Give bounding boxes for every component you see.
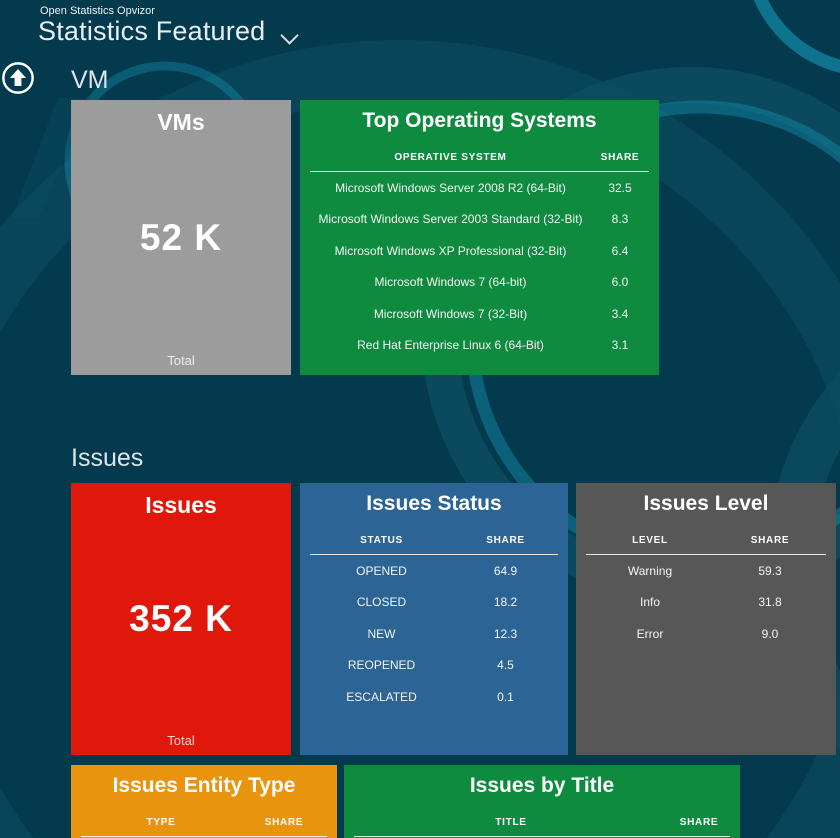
cell-name: Warning [627,563,673,578]
tile-title: Issues Level [643,492,769,515]
cell-name: Microsoft Windows 7 (32-Bit) [373,306,528,321]
cell-share: 9.0 [761,626,779,641]
tile-vms-total[interactable]: VMs 52 K Total [71,100,291,375]
tile-title: Issues [145,492,217,518]
column-header: SHARE [679,817,719,828]
cell-share: 4.5 [497,658,514,673]
table-header: STATUS SHARE [310,529,558,555]
column-header: SHARE [264,817,304,828]
cell-name: Info [639,595,660,610]
cell-name: NEW [367,626,396,641]
tile-issues-entity-type[interactable]: Issues Entity Type TYPE SHARE [71,765,337,838]
table-row: Warning 59.3 [586,555,826,587]
table-header: TYPE SHARE [81,811,327,837]
cell-share: 8.3 [611,212,629,227]
table-header: LEVEL SHARE [586,529,826,555]
page-title-row: Statistics Featured [38,16,300,47]
tile-issues-status[interactable]: Issues Status STATUS SHARE OPENED 64.9 C… [300,483,568,755]
table-header: TITLE SHARE [354,811,730,837]
section-vm-label: VM [71,66,109,94]
cell-name: Microsoft Windows Server 2008 R2 (64-Bit… [335,180,566,195]
cell-name: ESCALATED [346,689,417,704]
cell-share: 3.4 [611,306,629,321]
arrow-up-circle-icon [2,62,34,94]
status-table: STATUS SHARE OPENED 64.9 CLOSED 18.2 NEW… [310,529,558,713]
chevron-down-icon[interactable] [280,26,300,45]
table-row: Microsoft Windows Server 2008 R2 (64-Bit… [310,172,649,204]
column-header: TYPE [146,817,176,828]
cell-share: 64.9 [493,563,518,578]
table-row: ESCALATED 0.1 [310,681,558,713]
os-table: OPERATIVE SYSTEM SHARE Microsoft Windows… [310,146,649,361]
tile-value: 52 K [139,216,223,258]
tile-issues-total[interactable]: Issues 352 K Total [71,483,291,755]
app-label: Open Statistics Opvizor [40,5,155,17]
table-row: Microsoft Windows XP Professional (32-Bi… [310,235,649,267]
tile-issues-level[interactable]: Issues Level LEVEL SHARE Warning 59.3 In… [576,483,836,755]
table-row: OPENED 64.9 [310,555,558,587]
cell-name: CLOSED [356,595,407,610]
column-header: LEVEL [632,535,668,546]
scroll-top-button[interactable] [1,61,35,95]
cell-share: 32.5 [608,180,632,195]
cell-share: 18.2 [493,595,518,610]
table-row: Red Hat Enterprise Linux 6 (64-Bit) 3.1 [310,330,649,362]
cell-share: 0.1 [497,689,514,704]
cell-share: 59.3 [758,563,782,578]
column-header: SHARE [600,152,640,163]
tile-title: Issues Entity Type [112,774,296,797]
tile-title: Issues by Title [469,774,615,797]
tile-footer: Total [167,353,195,368]
cell-share: 3.1 [611,338,629,353]
column-header: SHARE [486,535,525,546]
table-row: REOPENED 4.5 [310,650,558,682]
table-row: Info 31.8 [586,587,826,619]
tile-footer: Total [167,733,195,748]
entity-table: TYPE SHARE [81,811,327,837]
cell-share: 31.8 [758,595,782,610]
cell-share: 6.4 [611,243,629,258]
tile-title: VMs [157,109,205,135]
table-row: NEW 12.3 [310,618,558,650]
page-title: Statistics Featured [38,16,266,46]
column-header: TITLE [495,817,527,828]
section-issues-label: Issues [71,444,144,472]
column-header: OPERATIVE SYSTEM [394,152,507,163]
tile-top-operating-systems[interactable]: Top Operating Systems OPERATIVE SYSTEM S… [300,100,659,375]
cell-name: Microsoft Windows XP Professional (32-Bi… [334,243,567,258]
tile-title: Issues Status [366,492,502,515]
table-row: Microsoft Windows Server 2003 Standard (… [310,204,649,236]
table-row: Error 9.0 [586,618,826,650]
tile-title: Top Operating Systems [362,109,597,132]
cell-name: Red Hat Enterprise Linux 6 (64-Bit) [357,338,544,353]
column-header: STATUS [360,535,403,546]
cell-name: REOPENED [347,658,416,673]
cell-share: 12.3 [493,626,518,641]
tile-issues-by-title[interactable]: Issues by Title TITLE SHARE [344,765,740,838]
tile-value: 352 K [129,598,233,639]
cell-name: Error [636,626,664,641]
level-table: LEVEL SHARE Warning 59.3 Info 31.8 Error… [586,529,826,650]
table-row: Microsoft Windows 7 (64-bit) 6.0 [310,267,649,299]
cell-name: OPENED [356,563,407,578]
table-header: OPERATIVE SYSTEM SHARE [310,146,649,172]
cell-share: 6.0 [611,275,629,290]
cell-name: Microsoft Windows 7 (64-bit) [374,275,527,290]
table-row: Microsoft Windows 7 (32-Bit) 3.4 [310,298,649,330]
table-row: CLOSED 18.2 [310,587,558,619]
cell-name: Microsoft Windows Server 2003 Standard (… [318,212,583,227]
by-title-table: TITLE SHARE [354,811,730,837]
column-header: SHARE [750,535,790,546]
